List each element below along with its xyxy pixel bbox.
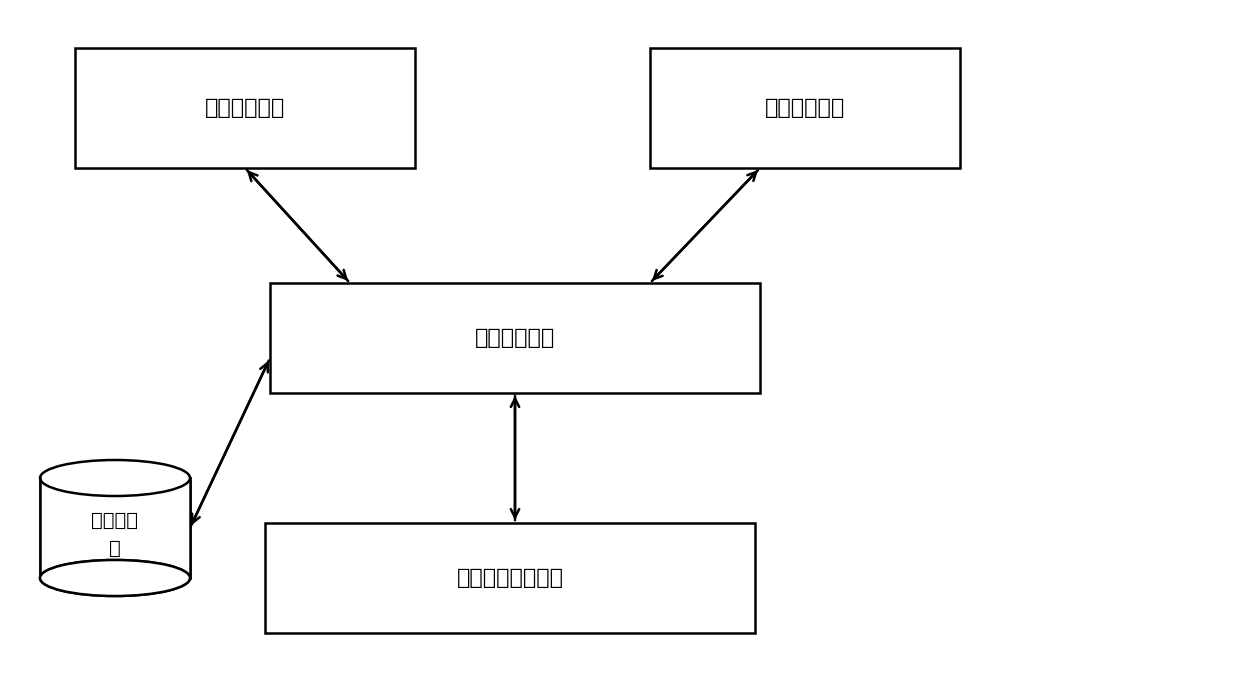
Bar	[40, 478, 190, 578]
Text: 库: 库	[109, 538, 120, 558]
Text: 测试平台模块: 测试平台模块	[205, 98, 285, 118]
Bar	[265, 523, 755, 633]
Bar	[270, 283, 760, 393]
Ellipse shape	[40, 460, 190, 496]
Text: 仿真训练环境模块: 仿真训练环境模块	[456, 568, 563, 588]
Text: 训练平台模块: 训练平台模块	[765, 98, 846, 118]
Text: 训练数据: 训练数据	[92, 510, 139, 530]
Ellipse shape	[40, 560, 190, 596]
Bar	[650, 48, 960, 168]
Bar	[74, 48, 415, 168]
Text: 训练业务模块: 训练业务模块	[475, 328, 556, 348]
Ellipse shape	[40, 560, 190, 596]
